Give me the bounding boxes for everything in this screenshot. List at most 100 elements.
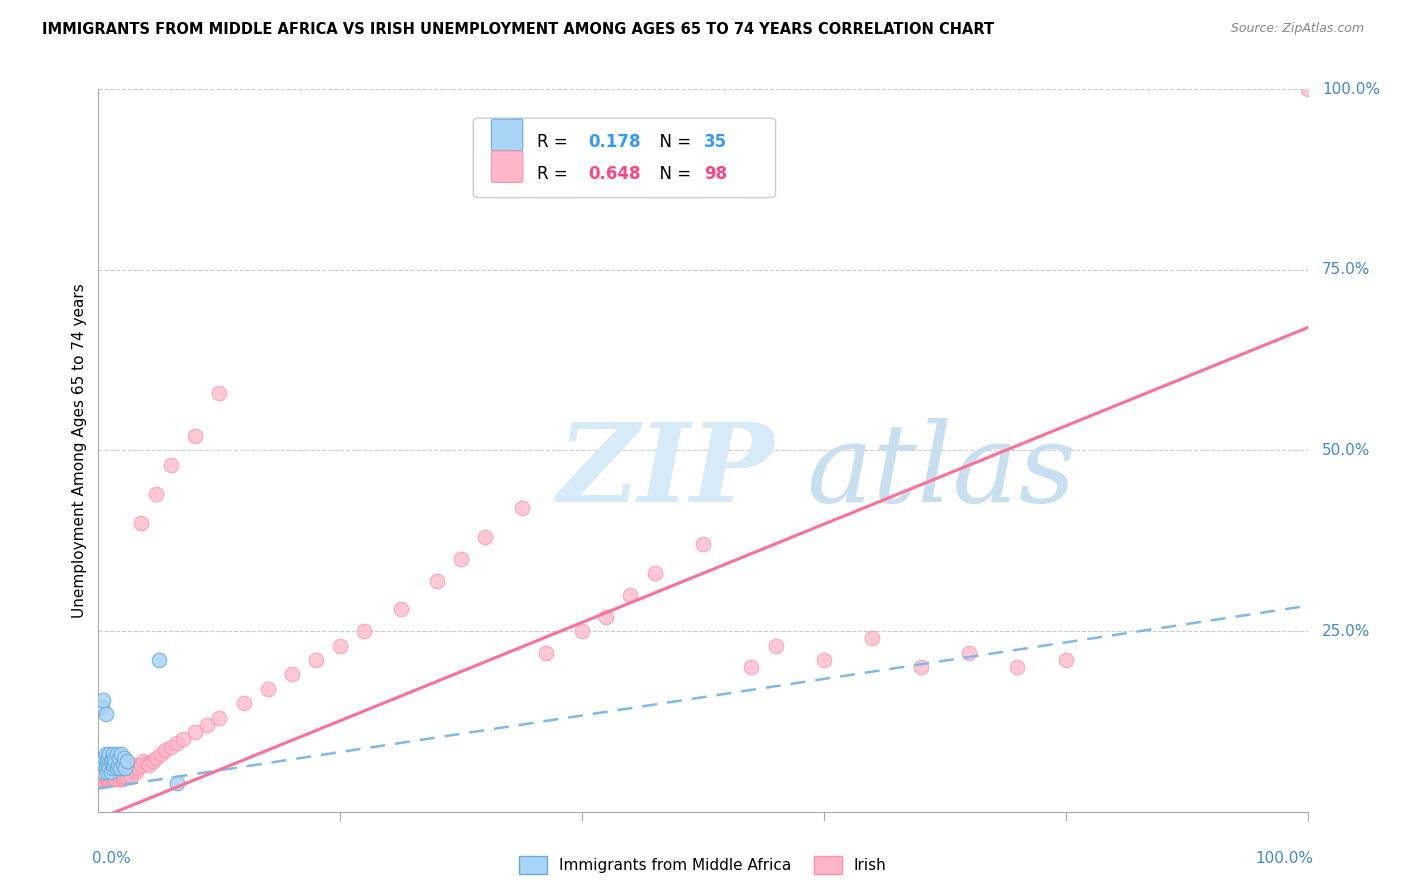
Point bbox=[208, 385, 231, 400]
Text: IMMIGRANTS FROM MIDDLE AFRICA VS IRISH UNEMPLOYMENT AMONG AGES 65 TO 74 YEARS CO: IMMIGRANTS FROM MIDDLE AFRICA VS IRISH U… bbox=[42, 22, 994, 37]
Point bbox=[118, 764, 141, 779]
Point bbox=[89, 769, 111, 783]
Point bbox=[166, 776, 188, 790]
Point bbox=[595, 609, 617, 624]
Point bbox=[135, 756, 157, 770]
Point bbox=[91, 700, 114, 714]
Point bbox=[132, 754, 155, 768]
Point bbox=[208, 711, 231, 725]
Point bbox=[105, 747, 128, 761]
Point bbox=[353, 624, 375, 639]
Point bbox=[114, 761, 136, 775]
Text: Source: ZipAtlas.com: Source: ZipAtlas.com bbox=[1230, 22, 1364, 36]
Point bbox=[94, 764, 117, 779]
Point bbox=[110, 770, 132, 784]
Text: R =: R = bbox=[537, 165, 574, 183]
Point bbox=[1054, 653, 1077, 667]
Point bbox=[108, 761, 131, 775]
Point bbox=[112, 770, 135, 784]
Point bbox=[91, 770, 114, 784]
Point bbox=[813, 653, 835, 667]
Point bbox=[97, 764, 120, 779]
Text: ZIP: ZIP bbox=[558, 418, 775, 526]
Point bbox=[114, 769, 136, 783]
Point bbox=[184, 725, 207, 739]
Text: 100.0%: 100.0% bbox=[1256, 852, 1313, 866]
Point bbox=[91, 764, 114, 779]
Text: 50.0%: 50.0% bbox=[1322, 443, 1371, 458]
Point bbox=[97, 757, 120, 772]
Point bbox=[115, 764, 138, 779]
Point bbox=[389, 602, 412, 616]
Point bbox=[281, 667, 304, 681]
Point bbox=[108, 764, 131, 779]
Point bbox=[94, 707, 117, 722]
Point bbox=[150, 747, 173, 761]
Point bbox=[93, 770, 115, 784]
Point bbox=[98, 747, 121, 761]
Point bbox=[112, 750, 135, 764]
Point bbox=[97, 772, 120, 787]
Point bbox=[94, 747, 117, 761]
Point bbox=[98, 761, 121, 775]
Point bbox=[127, 761, 149, 775]
Text: 0.648: 0.648 bbox=[588, 165, 641, 183]
Point bbox=[910, 660, 932, 674]
Point bbox=[104, 754, 127, 768]
Point bbox=[256, 681, 278, 696]
Point bbox=[100, 757, 122, 772]
Point bbox=[184, 429, 207, 443]
Point bbox=[111, 772, 134, 787]
Point bbox=[117, 754, 139, 768]
Point bbox=[111, 757, 134, 772]
Point bbox=[96, 764, 118, 779]
Point bbox=[450, 551, 472, 566]
Point bbox=[145, 487, 167, 501]
Point bbox=[740, 660, 762, 674]
Point bbox=[108, 772, 131, 787]
Point bbox=[142, 754, 165, 768]
Point bbox=[96, 763, 118, 777]
Point bbox=[94, 757, 117, 772]
Point bbox=[100, 772, 122, 787]
Text: 0.0%: 0.0% bbox=[93, 852, 131, 866]
Point bbox=[571, 624, 593, 639]
Legend: Immigrants from Middle Africa, Irish: Immigrants from Middle Africa, Irish bbox=[513, 850, 893, 880]
Point bbox=[426, 574, 449, 588]
Point bbox=[957, 646, 980, 660]
Text: N =: N = bbox=[648, 165, 696, 183]
Point bbox=[153, 743, 176, 757]
Point bbox=[107, 764, 129, 779]
Point bbox=[195, 718, 218, 732]
Point bbox=[107, 757, 129, 772]
Point bbox=[104, 772, 127, 787]
Point bbox=[96, 754, 118, 768]
Point bbox=[100, 754, 122, 768]
Point bbox=[94, 761, 117, 775]
Point bbox=[90, 772, 112, 787]
Point bbox=[97, 750, 120, 764]
Point bbox=[100, 764, 122, 779]
Point bbox=[103, 757, 125, 772]
Point bbox=[96, 770, 118, 784]
FancyBboxPatch shape bbox=[492, 120, 523, 151]
Point bbox=[166, 736, 188, 750]
Point bbox=[118, 761, 141, 775]
Point bbox=[114, 761, 136, 775]
Point bbox=[93, 757, 115, 772]
Point bbox=[94, 772, 117, 787]
FancyBboxPatch shape bbox=[492, 151, 523, 182]
Point bbox=[103, 761, 125, 775]
Point bbox=[110, 747, 132, 761]
Point bbox=[120, 770, 142, 784]
Point bbox=[108, 770, 131, 784]
Point bbox=[105, 770, 128, 784]
Point bbox=[100, 764, 122, 779]
Point bbox=[108, 750, 131, 764]
Point bbox=[104, 764, 127, 779]
Point bbox=[100, 757, 122, 772]
Point bbox=[644, 566, 666, 581]
Point bbox=[232, 696, 254, 710]
Point bbox=[93, 750, 115, 764]
Point bbox=[534, 646, 557, 660]
